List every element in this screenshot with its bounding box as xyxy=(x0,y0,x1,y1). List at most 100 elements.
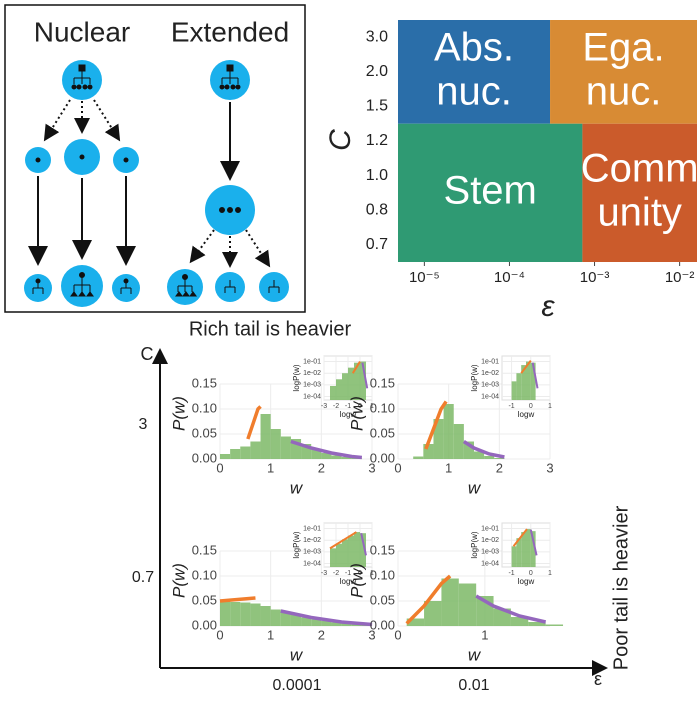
bar xyxy=(321,621,332,626)
region-label: nuc. xyxy=(586,69,662,113)
bar xyxy=(493,608,511,626)
x-tick-label: 0 xyxy=(529,403,533,410)
x-tick-label: 0 xyxy=(358,570,362,577)
fit-line xyxy=(529,529,538,556)
bar xyxy=(280,436,291,459)
fit-line xyxy=(246,405,262,440)
y-tick-label: 0.00 xyxy=(370,450,395,465)
bar xyxy=(230,449,241,459)
y-tick-label: 0.05 xyxy=(192,592,217,607)
axis-label: logP(w) xyxy=(292,364,301,391)
y-tick-label: 0.15 xyxy=(192,375,217,390)
y-tick-label: 1e-03 xyxy=(303,549,321,556)
region-label: Comm xyxy=(581,146,699,190)
bar xyxy=(336,543,342,567)
y-tick-label: 0.8 xyxy=(366,201,388,218)
bar xyxy=(494,458,505,459)
x-tick-label: 1 xyxy=(267,460,274,475)
y-tick-label: 0.10 xyxy=(370,567,395,582)
y-tick-label: 1.2 xyxy=(366,132,388,149)
bar xyxy=(360,361,366,400)
fit-line xyxy=(424,400,448,450)
fit-line xyxy=(512,528,528,547)
y-tick-label: 1e-03 xyxy=(481,549,499,556)
bar xyxy=(406,618,425,626)
bar xyxy=(301,444,312,459)
bar xyxy=(413,456,424,459)
bar xyxy=(521,365,526,400)
bar xyxy=(342,373,348,400)
diagram-label: Nuclear xyxy=(34,16,130,47)
axis-label: w xyxy=(468,478,482,497)
region xyxy=(398,20,551,124)
bar xyxy=(526,361,531,400)
y-tick-label: 0.00 xyxy=(192,450,217,465)
axis-label: P(w) xyxy=(169,563,188,598)
bar xyxy=(528,622,546,626)
region-label: nuc. xyxy=(436,69,512,113)
y-tick-label: 0.15 xyxy=(370,542,395,557)
x-tick-label: 10⁻⁴ xyxy=(494,269,525,286)
row-label: 3 xyxy=(139,416,148,433)
bar xyxy=(530,531,536,567)
bar xyxy=(545,624,564,626)
y-tick-label: 1e-04 xyxy=(481,560,499,567)
region xyxy=(582,123,697,262)
x-tick-label: 0 xyxy=(529,570,533,577)
bar xyxy=(270,429,281,459)
y-tick-label: 0.00 xyxy=(370,617,395,632)
y-tick-label: 2.0 xyxy=(366,63,388,80)
bar xyxy=(516,373,522,400)
arrows xyxy=(28,99,271,268)
x-tick-label: 1 xyxy=(548,570,552,577)
y-tick-label: 3.0 xyxy=(366,29,388,46)
bar xyxy=(260,414,271,459)
x-tick-label: -2 xyxy=(333,570,339,577)
fit-line xyxy=(475,594,547,624)
x-tick-label: 10⁻⁵ xyxy=(409,269,440,286)
y-tick-label: 1e-04 xyxy=(481,393,499,400)
grid-axes: Rich tail is heavier C 3 0.7 0.0001 0.01… xyxy=(132,318,632,694)
bar xyxy=(321,453,332,459)
region xyxy=(398,123,583,262)
x-tick-label: 1 xyxy=(481,627,488,642)
bar xyxy=(311,449,322,459)
axis-label: logw xyxy=(518,410,535,419)
axis-label: P(w) xyxy=(347,563,366,598)
axis-label: C xyxy=(324,129,357,151)
x-tick-label: -1 xyxy=(508,403,514,410)
bar xyxy=(220,454,231,459)
bar xyxy=(354,362,360,400)
bar xyxy=(510,617,529,626)
axis-label: ε xyxy=(541,290,555,323)
x-tick-label: -2 xyxy=(333,403,339,410)
axis-label: w xyxy=(290,478,304,497)
y-tick-label: 1.0 xyxy=(366,167,388,184)
bar xyxy=(311,619,322,626)
fit-line xyxy=(329,531,357,550)
axis-label: w xyxy=(290,645,304,664)
x-tick-label: 0 xyxy=(358,403,362,410)
axis-label: logP(w) xyxy=(470,531,479,558)
col-label: 0.0001 xyxy=(273,677,322,694)
bar xyxy=(521,532,526,567)
bar xyxy=(342,539,348,567)
y-tick-label: 0.10 xyxy=(370,400,395,415)
node-icons xyxy=(32,64,280,297)
x-tick-label: -3 xyxy=(321,570,327,577)
y-tick-label: 0.05 xyxy=(370,592,395,607)
bar xyxy=(348,367,354,400)
axis-label: logw xyxy=(340,410,357,419)
x-tick-label: 0 xyxy=(394,460,401,475)
bar xyxy=(341,457,352,459)
bar xyxy=(511,381,517,400)
y-tick-label: 1e-01 xyxy=(481,525,499,532)
bar xyxy=(341,623,352,626)
y-tick-label: 0.05 xyxy=(192,425,217,440)
axis-label: P(w) xyxy=(347,396,366,431)
x-tick-label: 1 xyxy=(267,627,274,642)
diagram-panel: Nuclear Extended xyxy=(4,4,306,313)
bar xyxy=(250,603,261,626)
x-tick-label: 10⁻² xyxy=(665,269,695,286)
